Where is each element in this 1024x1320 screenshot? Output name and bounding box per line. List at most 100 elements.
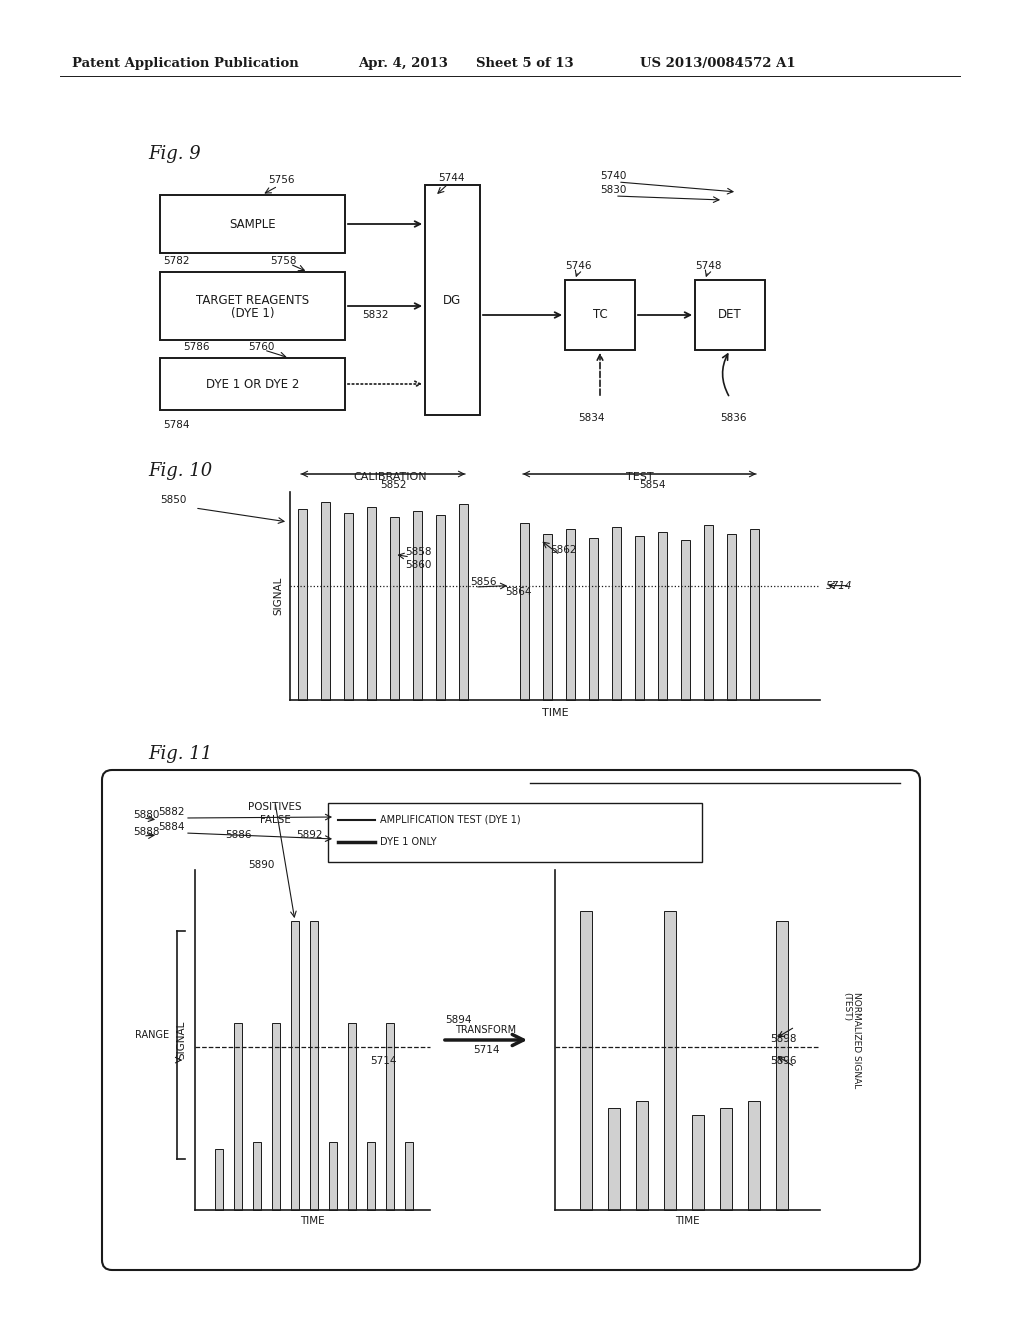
Bar xyxy=(720,1107,732,1210)
Text: 5856: 5856 xyxy=(470,577,497,587)
Text: TIME: TIME xyxy=(542,708,568,718)
FancyBboxPatch shape xyxy=(328,803,702,862)
Text: Sheet 5 of 13: Sheet 5 of 13 xyxy=(476,57,573,70)
Bar xyxy=(692,1115,705,1210)
Text: 5860: 5860 xyxy=(406,560,431,570)
Text: 5744: 5744 xyxy=(438,173,465,183)
Text: RANGE: RANGE xyxy=(135,1030,169,1040)
Text: 5714: 5714 xyxy=(370,1056,396,1065)
Text: 5898: 5898 xyxy=(770,1034,797,1044)
Text: NORMALIZED SIGNAL
(TEST): NORMALIZED SIGNAL (TEST) xyxy=(842,991,861,1088)
Bar xyxy=(298,508,307,700)
Text: AMPLIFICATION TEST (DYE 1): AMPLIFICATION TEST (DYE 1) xyxy=(380,814,520,825)
Text: DET: DET xyxy=(718,309,741,322)
Text: 5854: 5854 xyxy=(640,480,666,490)
Text: 5830: 5830 xyxy=(600,185,627,195)
Text: DG: DG xyxy=(443,293,462,306)
Bar xyxy=(681,540,690,700)
Bar xyxy=(543,533,552,700)
Text: US 2013/0084572 A1: US 2013/0084572 A1 xyxy=(640,57,796,70)
Text: SAMPLE: SAMPLE xyxy=(229,218,275,231)
Bar xyxy=(566,529,575,700)
Text: 5864: 5864 xyxy=(505,587,531,597)
Text: 5896: 5896 xyxy=(770,1056,797,1065)
Bar xyxy=(386,1023,394,1210)
Text: 5832: 5832 xyxy=(362,310,388,319)
Bar xyxy=(329,1142,337,1210)
Bar xyxy=(750,529,759,700)
Bar xyxy=(234,1023,242,1210)
Text: 5760: 5760 xyxy=(248,342,274,352)
Text: 5834: 5834 xyxy=(578,413,604,422)
Text: DYE 1 OR DYE 2: DYE 1 OR DYE 2 xyxy=(206,378,299,391)
Bar xyxy=(160,272,345,341)
Text: 5850: 5850 xyxy=(160,495,186,506)
Text: SIGNAL: SIGNAL xyxy=(273,577,283,615)
Bar xyxy=(413,511,422,700)
Bar xyxy=(425,185,480,414)
Text: Fig. 11: Fig. 11 xyxy=(148,744,212,763)
Text: DYE 1 ONLY: DYE 1 ONLY xyxy=(380,837,436,847)
Text: Apr. 4, 2013: Apr. 4, 2013 xyxy=(358,57,447,70)
Text: Fig. 9: Fig. 9 xyxy=(148,145,201,162)
Bar xyxy=(705,525,713,700)
Text: (DYE 1): (DYE 1) xyxy=(230,306,274,319)
Text: 5782: 5782 xyxy=(163,256,189,267)
Text: 5748: 5748 xyxy=(695,261,722,271)
Text: 5890: 5890 xyxy=(248,861,274,870)
Text: 5714: 5714 xyxy=(826,581,853,590)
Text: SIGNAL: SIGNAL xyxy=(176,1020,186,1059)
Text: 5714: 5714 xyxy=(473,1045,500,1055)
Bar xyxy=(658,532,667,700)
Text: Fig. 10: Fig. 10 xyxy=(148,462,212,480)
FancyBboxPatch shape xyxy=(102,770,920,1270)
Text: 5852: 5852 xyxy=(380,480,407,490)
Text: TIME: TIME xyxy=(300,1216,325,1226)
Text: 5884: 5884 xyxy=(158,822,184,832)
Bar xyxy=(459,504,468,700)
Bar xyxy=(310,921,318,1210)
Text: TEST: TEST xyxy=(626,473,653,482)
Bar xyxy=(291,921,299,1210)
Bar xyxy=(253,1142,261,1210)
Text: 5886: 5886 xyxy=(225,830,252,840)
Bar xyxy=(589,537,598,700)
Text: 5758: 5758 xyxy=(270,256,297,267)
Bar xyxy=(695,280,765,350)
Bar xyxy=(608,1107,620,1210)
Text: CALIBRATION: CALIBRATION xyxy=(353,473,427,482)
Text: TC: TC xyxy=(593,309,607,322)
Bar xyxy=(727,533,736,700)
Text: 5892: 5892 xyxy=(296,830,323,840)
Text: 5882: 5882 xyxy=(158,807,184,817)
Text: 5880: 5880 xyxy=(133,810,160,820)
Bar xyxy=(390,517,399,700)
Bar xyxy=(664,911,676,1210)
Bar xyxy=(160,358,345,411)
Text: 5784: 5784 xyxy=(163,420,189,430)
Text: POSITIVES: POSITIVES xyxy=(248,803,302,812)
Bar xyxy=(635,536,644,700)
Bar xyxy=(612,528,621,700)
Text: 5746: 5746 xyxy=(565,261,592,271)
Bar xyxy=(367,507,376,700)
Bar xyxy=(344,512,353,700)
Bar xyxy=(636,1101,648,1210)
Text: 5858: 5858 xyxy=(406,546,431,557)
Text: 5894: 5894 xyxy=(445,1015,471,1026)
Text: TIME: TIME xyxy=(675,1216,699,1226)
Text: 5740: 5740 xyxy=(600,172,627,181)
Text: 5786: 5786 xyxy=(183,342,210,352)
Bar xyxy=(748,1101,760,1210)
Bar xyxy=(215,1148,223,1210)
Text: 5756: 5756 xyxy=(268,176,295,185)
Text: 5862: 5862 xyxy=(550,545,577,554)
Bar xyxy=(160,195,345,253)
Bar xyxy=(436,515,445,700)
Text: TRANSFORM: TRANSFORM xyxy=(456,1026,516,1035)
Bar xyxy=(272,1023,280,1210)
Bar xyxy=(580,911,592,1210)
Bar xyxy=(520,523,529,700)
Text: Patent Application Publication: Patent Application Publication xyxy=(72,57,299,70)
Text: 5888: 5888 xyxy=(133,828,160,837)
